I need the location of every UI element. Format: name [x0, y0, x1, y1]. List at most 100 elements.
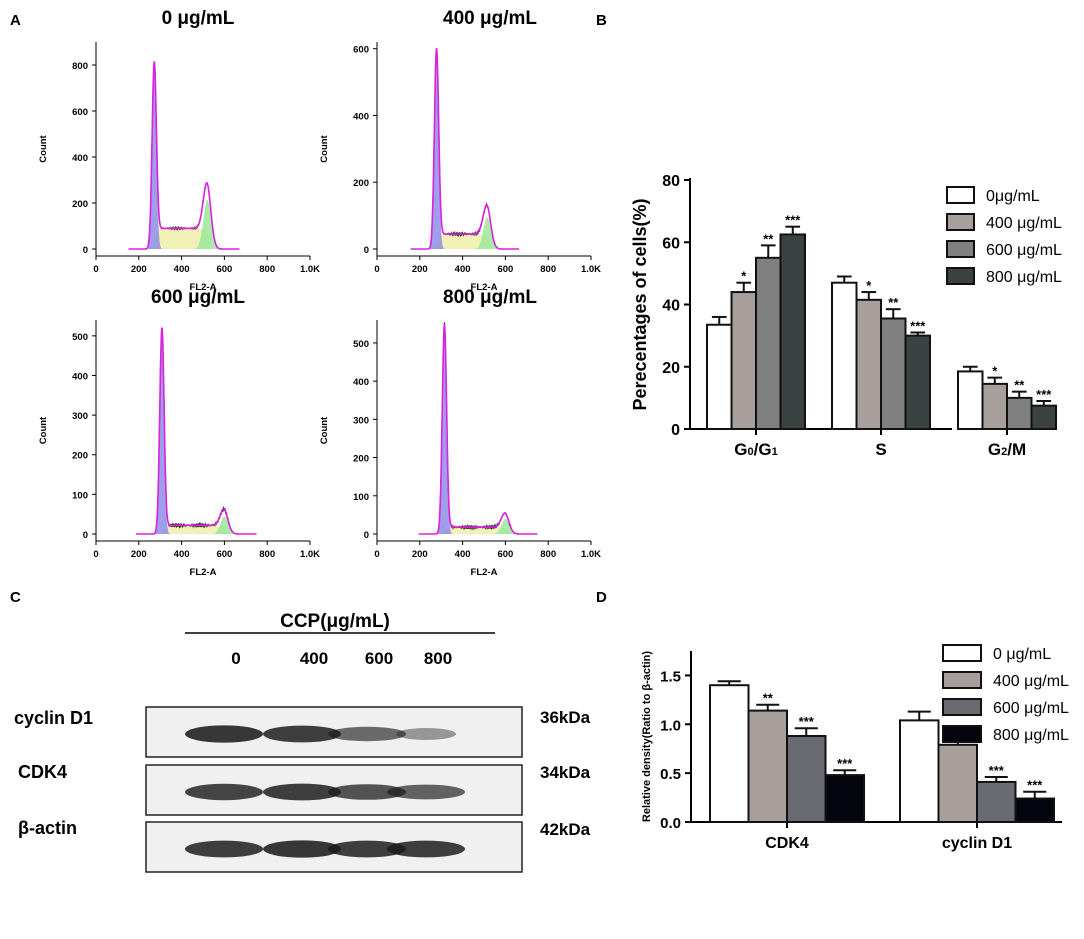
blot-band [328, 840, 406, 858]
data-trace [128, 60, 240, 250]
bar [730, 291, 757, 430]
y-tick-label: 0 [83, 530, 88, 541]
blot-strips [145, 706, 523, 873]
blot-band [263, 783, 341, 801]
y-tick-label: 300 [353, 415, 369, 426]
category-label-part: /M [1007, 440, 1026, 459]
y-tick-label: 40 [662, 298, 680, 315]
blot-row-label-cyclin-d1: cyclin D1 [14, 708, 93, 728]
bar [1030, 404, 1057, 430]
category-label: S [875, 440, 886, 459]
s-phase-fill [393, 234, 531, 249]
y-tick-label: 400 [353, 111, 369, 122]
s-phase-fill [401, 527, 549, 534]
x-tick-label: 400 [174, 549, 190, 560]
histogram-800ug: 800 μg/mL 0 100 200 300 400 500 0 200 400 600 800 1.… [319, 287, 601, 578]
legend-swatch [942, 644, 982, 662]
data-trace [410, 47, 520, 250]
histogram-title: 0 μg/mL [162, 8, 235, 29]
blot-lane-label: 600 [365, 649, 393, 668]
blot-band [387, 784, 465, 800]
legend-swatch [942, 698, 982, 716]
panel-letter-a: A [10, 12, 21, 29]
legend-label: 400 μg/mL [993, 673, 1069, 690]
y-tick-label: 400 [72, 153, 88, 164]
data-trace [136, 327, 257, 535]
x-tick-label: 0 [93, 549, 98, 560]
significance-label: ** [763, 691, 774, 706]
legend-label: 600 μg/mL [986, 242, 1062, 259]
category-label: G2/M [988, 440, 1026, 459]
x-tick-label: 600 [497, 264, 513, 275]
y-axis-label: Relative density(Ratio to β-actin) [641, 651, 653, 822]
y-tick-label: 300 [72, 411, 88, 422]
y-tick-label: 0.5 [660, 766, 681, 783]
x-tick-label: 600 [216, 549, 232, 560]
legend-swatch [942, 725, 982, 743]
y-tick-label: 80 [662, 173, 680, 190]
fit-curve [136, 327, 257, 535]
legend-swatch [942, 671, 982, 689]
x-tick-label: 0 [93, 264, 98, 275]
category-label: G0/G1 [734, 440, 778, 459]
blot-row-label-cdk4: CDK4 [18, 762, 67, 782]
significance-label: *** [785, 213, 801, 228]
g1-phase-fill [393, 52, 531, 249]
y-tick-label: 200 [72, 199, 88, 210]
significance-label: * [741, 269, 747, 284]
histogram-0ug: 0 μg/mL 0 200 400 600 800 0 200 400 600 800 1.0K FL2… [38, 8, 320, 293]
y-tick-label: 600 [353, 45, 369, 56]
legend-label: 800 μg/mL [993, 727, 1069, 744]
y-tick-label: 500 [72, 332, 88, 343]
legend-swatch [946, 186, 975, 204]
significance-label: ** [888, 295, 899, 310]
y-tick-label: 0 [364, 530, 369, 541]
category-label-part: /G [754, 440, 772, 459]
x-tick-label: 600 [216, 264, 232, 275]
x-tick-label: 800 [259, 549, 275, 560]
x-tick-label: 200 [131, 549, 147, 560]
legend-label: 0 μg/mL [993, 646, 1051, 663]
significance-label: ** [763, 231, 774, 246]
x-tick-label: 0 [374, 549, 379, 560]
y-axis-label: Count [38, 134, 49, 162]
y-tick-label: 60 [662, 235, 680, 252]
blot-band [328, 726, 406, 742]
y-tick-label: 0 [83, 245, 88, 256]
legend-label: 600 μg/mL [993, 700, 1069, 717]
y-tick-label: 100 [72, 490, 88, 501]
category-label-part: 2 [1001, 446, 1007, 458]
category-label-part: G [734, 440, 747, 459]
y-tick-label: 600 [72, 107, 88, 118]
y-tick-label: 200 [353, 454, 369, 465]
x-axis-label: FL2-A [471, 567, 498, 578]
bar [824, 774, 865, 824]
bar [1014, 797, 1055, 824]
y-axis-label: Count [319, 416, 330, 444]
fit-curve [410, 47, 520, 250]
panel-letter-b: B [596, 12, 607, 29]
significance-label: *** [1036, 387, 1052, 402]
blot-band [263, 725, 341, 743]
blot-band [185, 725, 263, 743]
category-label: cyclin D1 [942, 835, 1012, 852]
category-label-part: 1 [772, 446, 778, 458]
category-label: CDK4 [765, 835, 809, 852]
histogram-title: 800 μg/mL [443, 287, 537, 308]
legend-label: 400 μg/mL [986, 215, 1062, 232]
blot-band [396, 728, 456, 740]
category-label-part: 0 [747, 446, 753, 458]
histogram-title: 400 μg/mL [443, 8, 537, 29]
bar [880, 317, 907, 431]
legend-swatch [946, 213, 975, 231]
x-tick-label: 800 [540, 264, 556, 275]
panel-letter-d: D [596, 589, 607, 606]
blot-row-label-beta-actin: β-actin [18, 818, 77, 838]
category-label-part: S [875, 440, 886, 459]
s-phase-fill [119, 525, 268, 534]
significance-label: *** [910, 319, 926, 334]
panel-letter-c: C [10, 589, 21, 606]
y-tick-label: 1.5 [660, 668, 681, 685]
